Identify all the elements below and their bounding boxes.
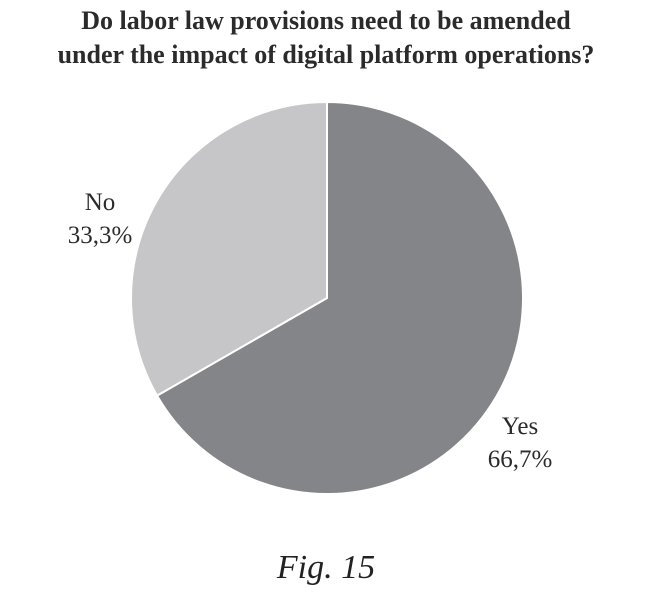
slice-label-yes: Yes 66,7%: [450, 410, 590, 476]
figure-caption: Fig. 15: [276, 549, 376, 586]
chart-title-line-2: under the impact of digital platform ope…: [57, 40, 595, 69]
slice-label-no: No 33,3%: [30, 186, 170, 252]
slice-label-no-name: No: [84, 189, 116, 216]
slice-label-no-value: 33,3%: [67, 222, 133, 249]
pie-slice-yes: [155, 100, 524, 495]
pie-slice-no: [129, 100, 328, 398]
chart-title: Do labor law provisions need to be amend…: [0, 4, 652, 72]
slice-label-yes-value: 66,7%: [487, 446, 553, 473]
chart-title-line-1: Do labor law provisions need to be amend…: [81, 6, 571, 35]
slice-label-yes-name: Yes: [501, 413, 539, 440]
